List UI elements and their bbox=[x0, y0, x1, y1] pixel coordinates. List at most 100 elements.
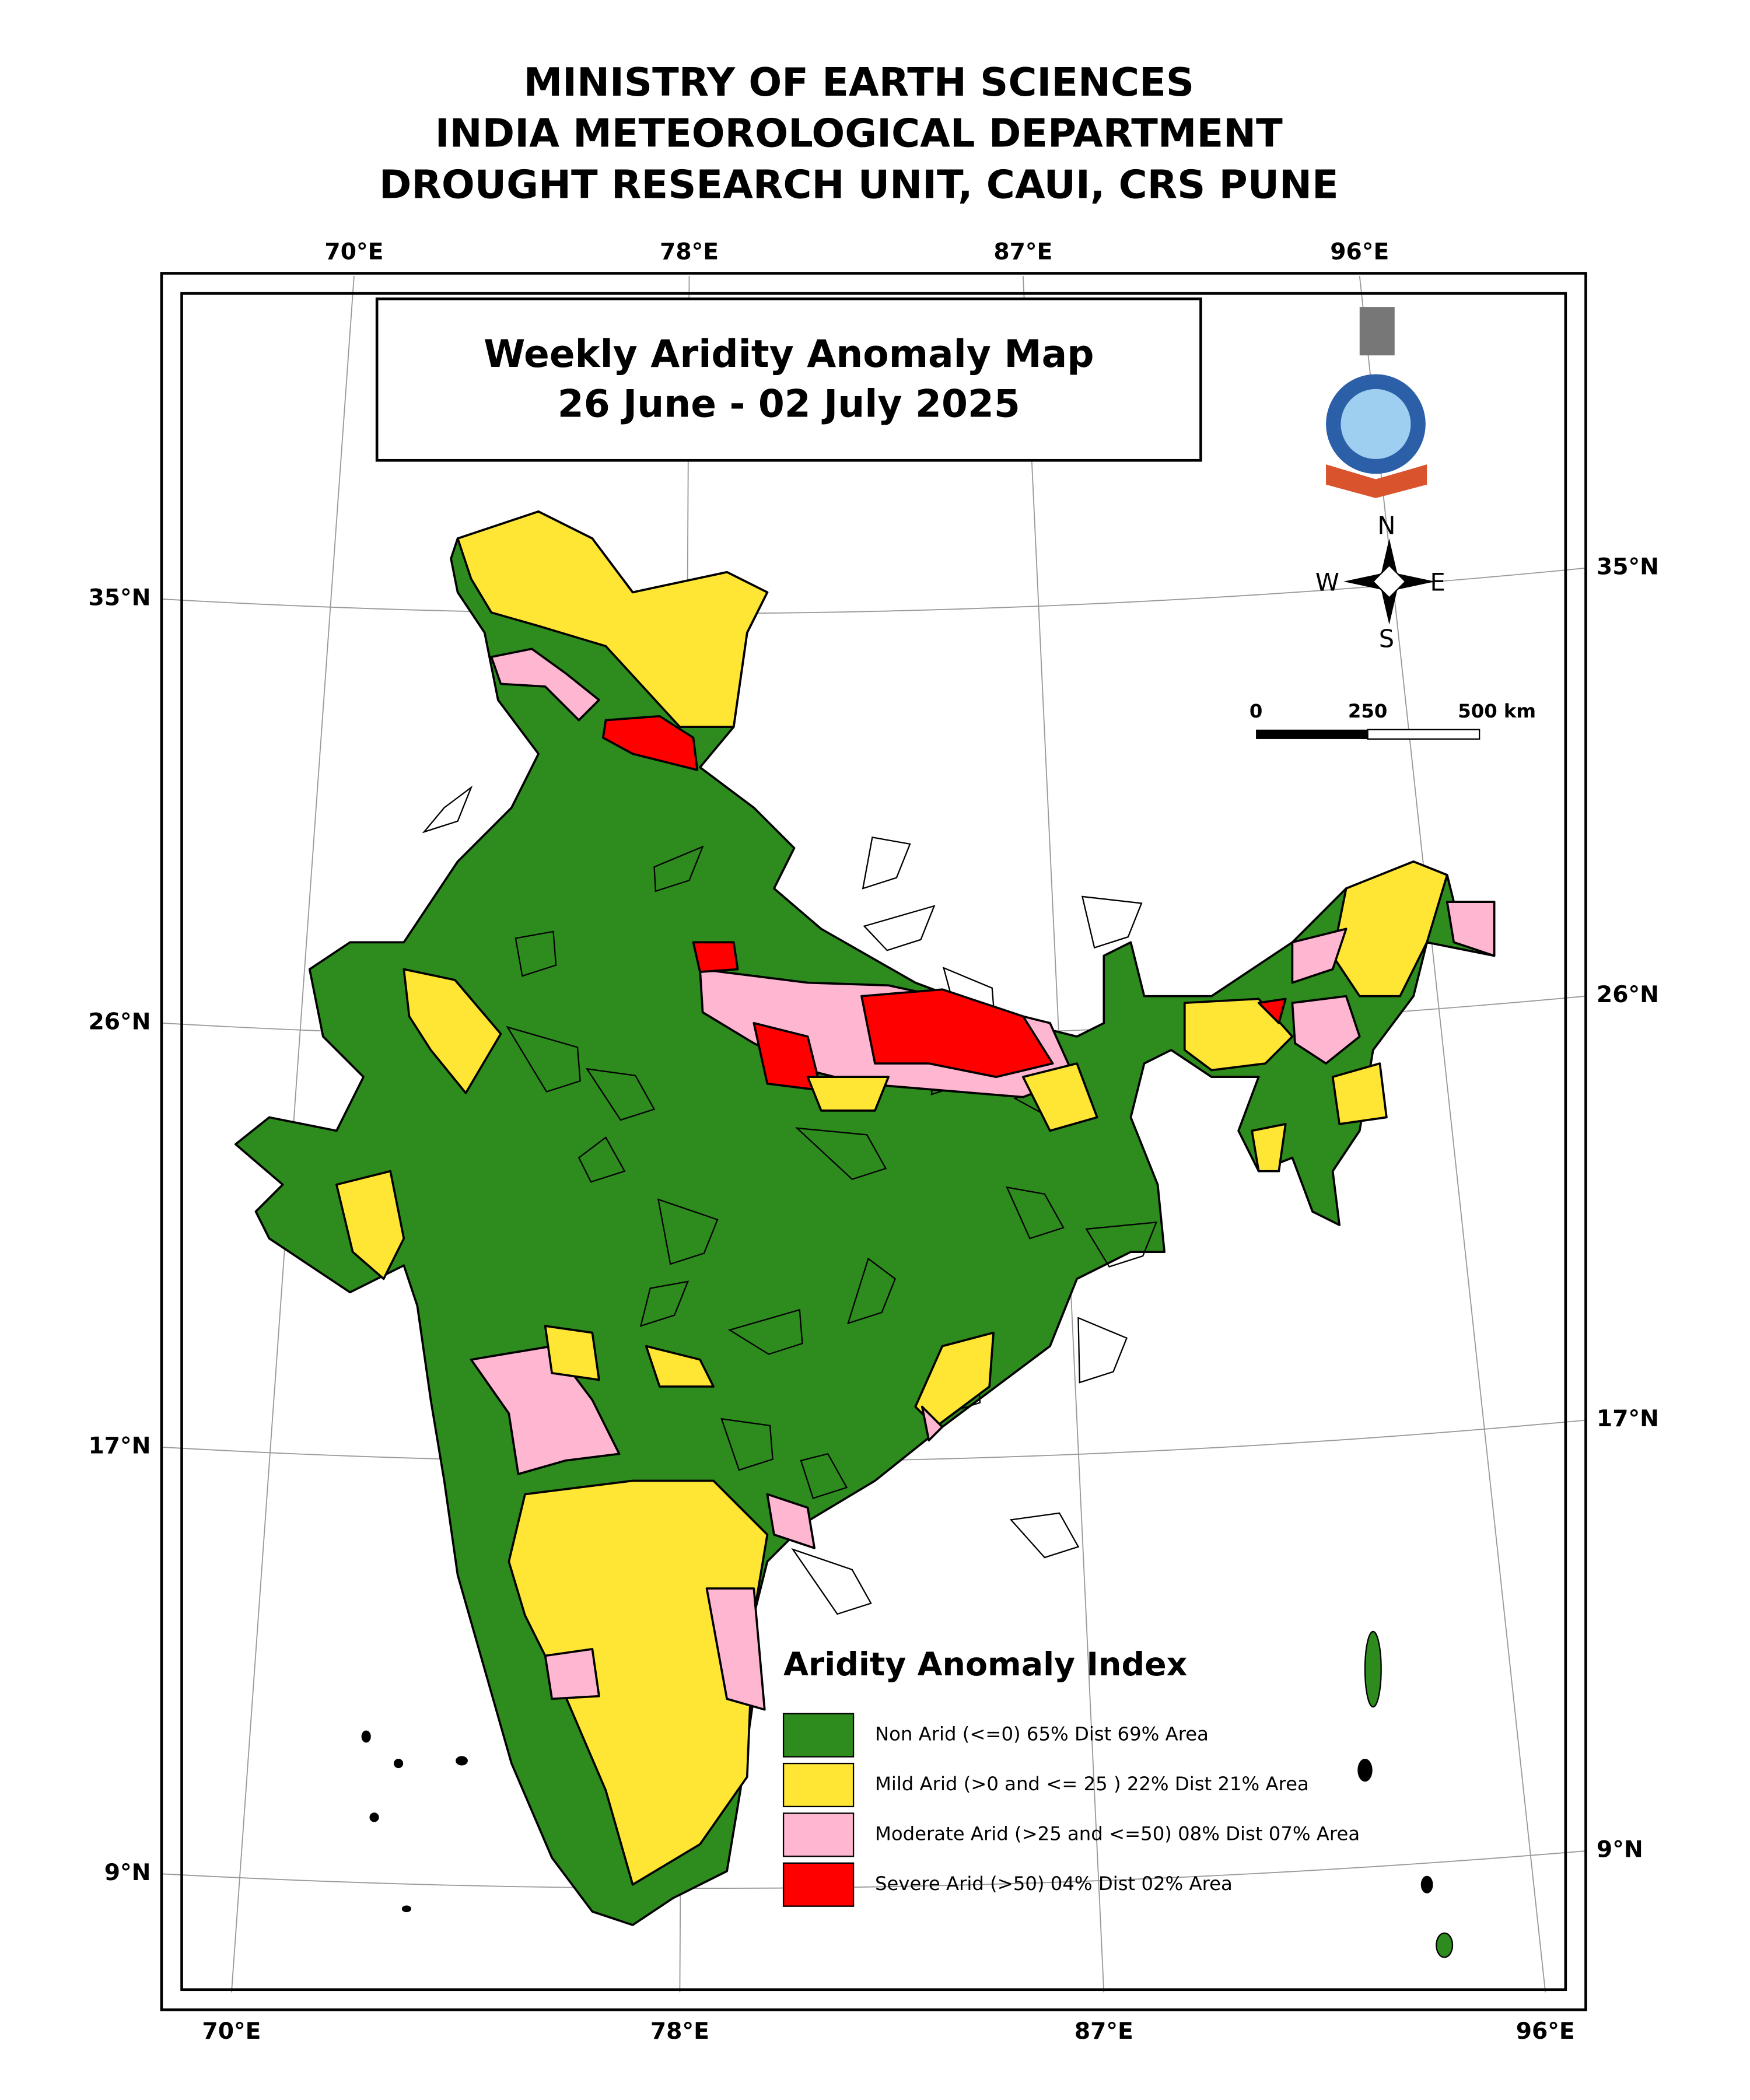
compass-w: W bbox=[1315, 568, 1339, 597]
region-mild bbox=[1331, 860, 1448, 998]
map-period: 26 June - 02 July 2025 bbox=[558, 383, 1020, 426]
logo-globe bbox=[1340, 388, 1411, 459]
district-border bbox=[657, 1198, 719, 1265]
legend-label: Non Arid (<=0) 65% Dist 69% Area bbox=[875, 1723, 1209, 1745]
longitude-label: 70°E bbox=[202, 2018, 261, 2045]
region-mild bbox=[456, 510, 769, 728]
region-severe bbox=[1257, 998, 1287, 1024]
legend-swatch bbox=[782, 1762, 855, 1808]
region-mild bbox=[1331, 1062, 1388, 1125]
region-mild bbox=[335, 1170, 405, 1280]
district-border bbox=[847, 1257, 897, 1325]
district-border bbox=[653, 845, 704, 892]
district-border bbox=[422, 785, 473, 834]
latitude-label: 17°N bbox=[88, 1433, 150, 1459]
district-border bbox=[1009, 1512, 1080, 1559]
district-border bbox=[862, 836, 911, 890]
longitude-label: 87°E bbox=[1074, 2018, 1133, 2045]
district-border bbox=[1085, 1222, 1158, 1268]
region-mild bbox=[1183, 998, 1294, 1072]
legend-label: Moderate Arid (>25 and <=50) 08% Dist 07… bbox=[875, 1822, 1360, 1845]
region-mild bbox=[1021, 1062, 1098, 1132]
title-box bbox=[375, 297, 1202, 462]
imd-logo bbox=[1326, 307, 1427, 498]
island bbox=[401, 1905, 411, 1913]
latitude-label: 26°N bbox=[1597, 982, 1659, 1008]
island bbox=[456, 1756, 468, 1766]
district-border bbox=[639, 1280, 690, 1327]
header-line: INDIA METEOROLOGICAL DEPARTMENT bbox=[435, 111, 1283, 156]
region-mild bbox=[645, 1345, 715, 1388]
inner-frame bbox=[180, 292, 1567, 1992]
district-border bbox=[794, 1127, 887, 1180]
district-border bbox=[720, 1418, 774, 1471]
india-map bbox=[234, 510, 1496, 1958]
legend-swatch bbox=[782, 1812, 855, 1857]
region-moderate bbox=[1291, 995, 1361, 1065]
legend-label: Severe Arid (>50) 04% Dist 02% Area bbox=[875, 1873, 1233, 1895]
region-mild bbox=[508, 1479, 769, 1886]
latitude-label: 35°N bbox=[88, 584, 150, 611]
longitude-label: 78°E bbox=[650, 2018, 709, 2045]
latitude-label: 35°N bbox=[1597, 554, 1659, 580]
scale-segment bbox=[1367, 729, 1480, 740]
region-mild bbox=[544, 1325, 600, 1381]
latitude-label: 9°N bbox=[104, 1860, 151, 1886]
compass: N W E S bbox=[1315, 512, 1446, 653]
island bbox=[1436, 1932, 1454, 1958]
scale-label: 500 km bbox=[1458, 700, 1536, 722]
district-border bbox=[578, 1136, 626, 1183]
island bbox=[369, 1812, 379, 1822]
district-border bbox=[1081, 895, 1143, 949]
scale-bar: 0 250 500 km bbox=[1250, 700, 1536, 740]
district-border bbox=[514, 930, 557, 977]
header-line: DROUGHT RESEARCH UNIT, CAUI, CRS PUNE bbox=[379, 162, 1339, 207]
map-title: Weekly Aridity Anomaly Map bbox=[484, 332, 1094, 376]
district-border bbox=[791, 1548, 872, 1615]
emblem bbox=[1359, 307, 1395, 356]
legend-swatch bbox=[782, 1862, 855, 1907]
compass-s: S bbox=[1379, 624, 1394, 653]
region-severe bbox=[692, 941, 739, 973]
district-border bbox=[585, 1068, 656, 1121]
legend-label: Mild Arid (>0 and <= 25 ) 22% Dist 21% A… bbox=[875, 1773, 1309, 1795]
compass-center bbox=[1372, 564, 1406, 599]
region-moderate bbox=[921, 1405, 944, 1442]
latitude-line bbox=[161, 567, 1586, 614]
region-mild bbox=[1251, 1123, 1287, 1172]
compass-n: N bbox=[1377, 512, 1395, 540]
latitude-label: 9°N bbox=[1597, 1837, 1643, 1863]
scale-segment bbox=[1256, 729, 1368, 739]
latitude-label: 17°N bbox=[1597, 1406, 1659, 1432]
region-moderate bbox=[490, 648, 600, 722]
region-mild bbox=[806, 1076, 890, 1112]
legend-title: Aridity Anomaly Index bbox=[783, 1646, 1187, 1684]
legend: Non Arid (<=0) 65% Dist 69% Area Mild Ari… bbox=[782, 1713, 1360, 1907]
latitude-label: 26°N bbox=[88, 1009, 150, 1035]
longitude-label: 96°E bbox=[1516, 2018, 1575, 2045]
header-line: MINISTRY OF EARTH SCIENCES bbox=[524, 60, 1194, 105]
longitude-label: 87°E bbox=[993, 239, 1052, 265]
island bbox=[1420, 1875, 1433, 1894]
longitude-label: 78°E bbox=[660, 239, 719, 265]
latitude-line bbox=[161, 1850, 1586, 1889]
district-border bbox=[727, 1308, 803, 1355]
district-border bbox=[863, 905, 936, 951]
compass-e: E bbox=[1430, 568, 1445, 597]
region-severe bbox=[860, 988, 1054, 1078]
region-moderate bbox=[1291, 928, 1348, 984]
district-border bbox=[506, 1026, 581, 1093]
logo-ribbon bbox=[1326, 464, 1427, 498]
legend-swatch bbox=[782, 1713, 855, 1758]
longitude-label: 70°E bbox=[324, 239, 383, 265]
scale-label: 0 bbox=[1250, 700, 1262, 722]
island bbox=[1357, 1758, 1373, 1782]
island bbox=[361, 1730, 371, 1743]
outer-frame bbox=[160, 272, 1587, 2011]
longitude-label: 96°E bbox=[1330, 239, 1389, 265]
region-mild bbox=[402, 968, 502, 1094]
region-moderate bbox=[1446, 901, 1496, 957]
district-border bbox=[800, 1452, 848, 1499]
